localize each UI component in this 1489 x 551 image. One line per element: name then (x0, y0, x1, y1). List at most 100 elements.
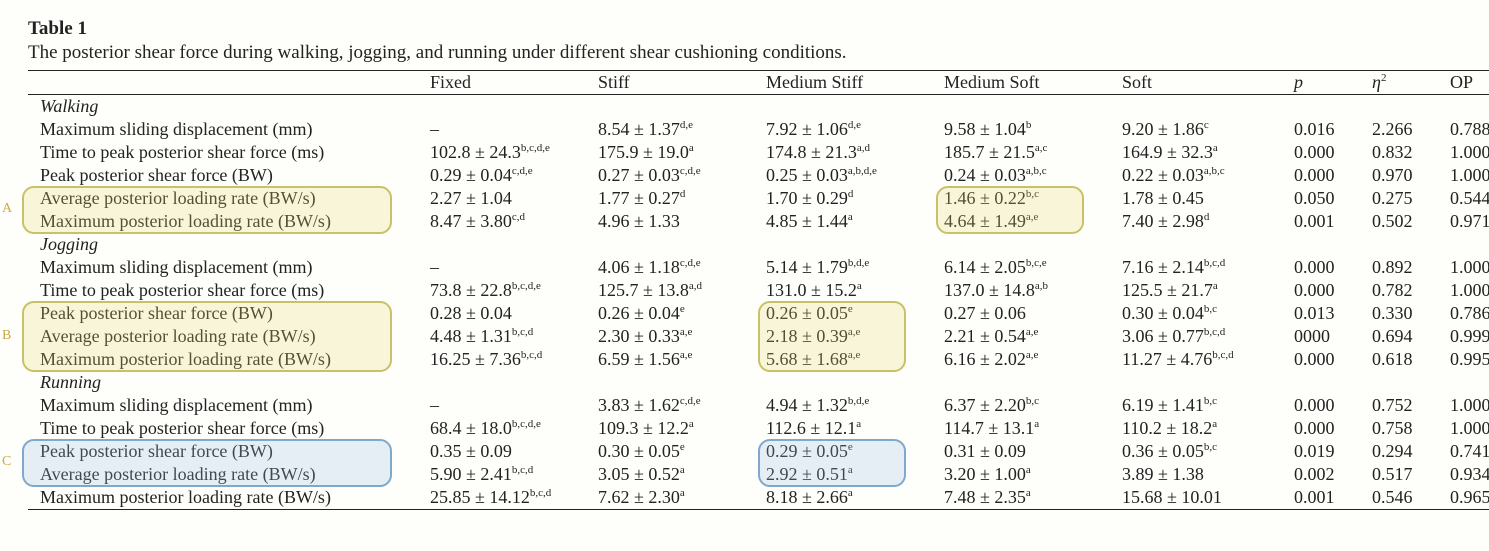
cell: 185.7 ± 21.5a,c (942, 141, 1120, 164)
cell: 2.27 ± 1.04 (428, 187, 596, 210)
cell: 2.266 (1370, 118, 1448, 141)
table-label: Table 1 (28, 18, 1461, 40)
cell: 1.000 (1448, 141, 1489, 164)
cell: 1.46 ± 0.22b,c (942, 187, 1120, 210)
cell: 0.28 ± 0.04 (428, 302, 596, 325)
cell: 0.934 (1448, 463, 1489, 486)
col-header: η2 (1370, 71, 1448, 95)
cell: 125.7 ± 13.8a,d (596, 279, 764, 302)
cell: 0.995 (1448, 348, 1489, 371)
cell: 0.330 (1370, 302, 1448, 325)
col-header: Fixed (428, 71, 596, 95)
cell: 125.5 ± 21.7a (1120, 279, 1292, 302)
cell: 11.27 ± 4.76b,c,d (1120, 348, 1292, 371)
cell: 0.502 (1370, 210, 1448, 233)
row-label: Maximum posterior loading rate (BW/s) (28, 348, 428, 371)
cell: 16.25 ± 7.36b,c,d (428, 348, 596, 371)
cell: 0.294 (1370, 440, 1448, 463)
row-label: Average posterior loading rate (BW/s) (28, 187, 428, 210)
cell: 0.694 (1370, 325, 1448, 348)
table-row: Peak posterior shear force (BW)0.29 ± 0.… (28, 164, 1489, 187)
row-label: Peak posterior shear force (BW) (28, 440, 428, 463)
cell: 0.26 ± 0.04e (596, 302, 764, 325)
row-label: Peak posterior shear force (BW) (28, 164, 428, 187)
row-label: Peak posterior shear force (BW) (28, 302, 428, 325)
cell: 0.782 (1370, 279, 1448, 302)
annotation-tag: A (2, 201, 12, 217)
cell: 0.999 (1448, 325, 1489, 348)
cell: 0.001 (1292, 486, 1370, 510)
cell: 1.78 ± 0.45 (1120, 187, 1292, 210)
cell: 0.965 (1448, 486, 1489, 510)
cell: 0.016 (1292, 118, 1370, 141)
row-label: Maximum sliding displacement (mm) (28, 256, 428, 279)
cell: 0.741 (1448, 440, 1489, 463)
cell: 0.788 (1448, 118, 1489, 141)
cell: 25.85 ± 14.12b,c,d (428, 486, 596, 510)
table-row: Maximum posterior loading rate (BW/s)8.4… (28, 210, 1489, 233)
cell: 0.26 ± 0.05e (764, 302, 942, 325)
cell: 0.019 (1292, 440, 1370, 463)
cell: 0.546 (1370, 486, 1448, 510)
table-row: Maximum sliding displacement (mm)–3.83 ±… (28, 394, 1489, 417)
table-row: Average posterior loading rate (BW/s)2.2… (28, 187, 1489, 210)
row-label: Maximum sliding displacement (mm) (28, 118, 428, 141)
table-body: WalkingMaximum sliding displacement (mm)… (28, 95, 1489, 510)
cell: 1.70 ± 0.29d (764, 187, 942, 210)
table-row: Average posterior loading rate (BW/s)5.9… (28, 463, 1489, 486)
header-row: FixedStiffMedium StiffMedium SoftSoftpη2… (28, 71, 1489, 95)
cell: 0.27 ± 0.06 (942, 302, 1120, 325)
cell: 6.16 ± 2.02a,e (942, 348, 1120, 371)
col-header: Medium Soft (942, 71, 1120, 95)
cell: 3.89 ± 1.38 (1120, 463, 1292, 486)
cell: 73.8 ± 22.8b,c,d,e (428, 279, 596, 302)
cell: 5.68 ± 1.68a,e (764, 348, 942, 371)
cell: 0.25 ± 0.03a,b,d,e (764, 164, 942, 187)
cell: 0.000 (1292, 141, 1370, 164)
row-label: Time to peak posterior shear force (ms) (28, 141, 428, 164)
cell: 0.786 (1448, 302, 1489, 325)
row-label: Average posterior loading rate (BW/s) (28, 463, 428, 486)
section-row: Jogging (28, 233, 1489, 256)
cell: 1.000 (1448, 279, 1489, 302)
section-name: Running (28, 371, 1489, 394)
cell: 9.20 ± 1.86c (1120, 118, 1292, 141)
row-label: Time to peak posterior shear force (ms) (28, 417, 428, 440)
cell: 8.54 ± 1.37d,e (596, 118, 764, 141)
cell: 3.05 ± 0.52a (596, 463, 764, 486)
cell: 7.48 ± 2.35a (942, 486, 1120, 510)
cell: 68.4 ± 18.0b,c,d,e (428, 417, 596, 440)
col-header: OP (1448, 71, 1489, 95)
cell: 0.36 ± 0.05b,c (1120, 440, 1292, 463)
cell: 15.68 ± 10.01 (1120, 486, 1292, 510)
cell: 0.27 ± 0.03c,d,e (596, 164, 764, 187)
annotation-tag: B (2, 328, 11, 344)
cell: 7.40 ± 2.98d (1120, 210, 1292, 233)
cell: 164.9 ± 32.3a (1120, 141, 1292, 164)
table-row: Peak posterior shear force (BW)0.35 ± 0.… (28, 440, 1489, 463)
section-row: Running (28, 371, 1489, 394)
cell: 0.013 (1292, 302, 1370, 325)
cell: 7.16 ± 2.14b,c,d (1120, 256, 1292, 279)
cell: 175.9 ± 19.0a (596, 141, 764, 164)
cell: 0.544 (1448, 187, 1489, 210)
cell: 4.06 ± 1.18c,d,e (596, 256, 764, 279)
cell: 0.24 ± 0.03a,b,c (942, 164, 1120, 187)
section-row: Walking (28, 95, 1489, 119)
cell: 0.050 (1292, 187, 1370, 210)
cell: 4.94 ± 1.32b,d,e (764, 394, 942, 417)
cell: 0.892 (1370, 256, 1448, 279)
table-row: Time to peak posterior shear force (ms)6… (28, 417, 1489, 440)
table-row: Maximum posterior loading rate (BW/s)25.… (28, 486, 1489, 510)
cell: 0.000 (1292, 256, 1370, 279)
cell: 1.000 (1448, 394, 1489, 417)
cell: 6.59 ± 1.56a,e (596, 348, 764, 371)
cell: 0.22 ± 0.03a,b,c (1120, 164, 1292, 187)
table-row: Maximum sliding displacement (mm)–8.54 ±… (28, 118, 1489, 141)
cell: 0.832 (1370, 141, 1448, 164)
cell: 1.000 (1448, 164, 1489, 187)
cell: 0.29 ± 0.05e (764, 440, 942, 463)
cell: 0.970 (1370, 164, 1448, 187)
cell: 102.8 ± 24.3b,c,d,e (428, 141, 596, 164)
cell: 2.30 ± 0.33a,e (596, 325, 764, 348)
